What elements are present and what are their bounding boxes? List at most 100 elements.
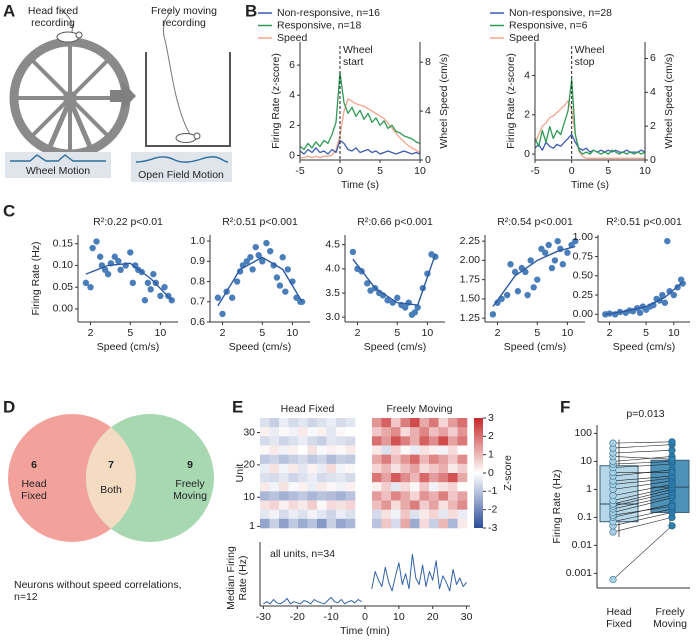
heatmap-cell [269, 418, 280, 428]
tick-label: -5 [295, 165, 304, 177]
heatmap-cell [429, 509, 439, 520]
heatmap-cell [410, 473, 420, 483]
series-line [299, 139, 421, 155]
tick-label: 5 [605, 165, 611, 177]
heatmap-cell [391, 518, 401, 529]
tick-label: 0 [425, 154, 431, 166]
heatmap-cell [336, 436, 346, 446]
tick-label: 0.50 [573, 270, 594, 282]
heatmap-cell [345, 518, 356, 529]
heatmap-cell [457, 445, 468, 455]
tick-label: 6 [650, 52, 656, 64]
heatmap-cell [317, 436, 327, 446]
tick-label: 0.001 [566, 567, 592, 579]
heatmap-cell [326, 491, 337, 501]
heatmap-cell [326, 418, 337, 428]
scatter-point [219, 310, 226, 318]
heatmap-cell [345, 454, 356, 465]
pair-line [612, 456, 673, 462]
heatmap-cell [429, 445, 439, 455]
heatmap-cell [372, 509, 382, 520]
heatmap-cell [457, 509, 468, 520]
heatmap-cell [410, 418, 420, 428]
tick-label: 2.00 [460, 254, 481, 266]
heatmap-cell [269, 436, 280, 446]
scatter-point [115, 257, 122, 265]
heatmap-cell [429, 427, 439, 437]
scatter-point [534, 276, 541, 283]
heatmap-cell [288, 445, 299, 455]
heatmap-cell [400, 436, 411, 446]
scatter-point [559, 261, 567, 268]
heatmap-cell [400, 482, 411, 492]
scatter-point [414, 304, 421, 311]
caption: Wheel Motion [26, 165, 90, 177]
heatmap-cell [298, 454, 308, 465]
scatter-point [144, 279, 152, 287]
heatmap-cell [429, 500, 439, 510]
heatmap-cell [410, 482, 420, 492]
pair-line [612, 495, 673, 510]
tick-label: 0.00 [573, 308, 594, 320]
annotation: Wheel start [343, 44, 373, 68]
scatter-point [545, 241, 552, 249]
heatmap-cell [298, 491, 308, 501]
illustration-title: Head fixed recording [27, 5, 79, 29]
scatter-point [111, 253, 118, 260]
tick-label: 20 [243, 459, 255, 471]
heatmap-cell [345, 509, 356, 520]
scatter-point [89, 244, 96, 252]
heatmap-cell [419, 482, 430, 492]
scatter-point [273, 274, 281, 281]
heatmap-cell [400, 509, 411, 520]
heatmap-cell [260, 473, 270, 483]
tick-label: 2 [607, 327, 613, 339]
tick-label: 0 [488, 467, 494, 479]
scatter-point [554, 237, 561, 245]
heatmap-cell [438, 509, 449, 520]
x-axis-label: Speed (cm/s) [364, 341, 426, 353]
heatmap-cell [419, 473, 430, 483]
heatmap-cell [391, 436, 401, 446]
tick-label: 6 [289, 59, 295, 71]
heatmap-cell [288, 436, 299, 446]
tick-label: 10 [562, 327, 574, 339]
scatter-point [551, 257, 559, 264]
heatmap-cell [381, 427, 392, 437]
heatmap-cell [269, 473, 280, 483]
series-line [299, 71, 421, 151]
scatter-point [411, 309, 419, 316]
scatter-point [548, 264, 556, 272]
venn [8, 414, 214, 542]
heatmap-cell [391, 418, 401, 428]
heatmap-cell [438, 463, 449, 474]
scatter-point [117, 266, 124, 273]
heatmap-cell [345, 500, 356, 510]
scatter-point [664, 237, 671, 245]
pair-line [612, 508, 673, 523]
legend-label: Responsive, n=18 [277, 19, 362, 31]
pair-line [612, 505, 673, 516]
heatmap-cell [448, 473, 458, 483]
tick-label: 4.5 [325, 238, 340, 250]
heatmap-cell [288, 418, 299, 428]
heatmap-cell [448, 500, 458, 510]
tick-label: 0.1 [577, 511, 592, 523]
legend-label: Non-responsive, n=16 [277, 7, 380, 19]
heatmap-cell [372, 427, 382, 437]
heatmap-title: Head Fixed [281, 403, 335, 415]
tick-label: 5 [534, 327, 540, 339]
series-line [534, 133, 646, 153]
heatmap-cell [400, 454, 411, 465]
pair-line [612, 444, 673, 449]
heatmap-cell [317, 482, 327, 492]
venn-count: 6 [31, 459, 37, 471]
tick-label: 2 [650, 120, 656, 132]
pair-line [612, 486, 673, 501]
heatmap-cell [438, 427, 449, 437]
pair-line [612, 480, 673, 490]
heatmap-cell [419, 427, 430, 437]
tick-label: 10 [668, 327, 680, 339]
scatter-point [670, 291, 677, 299]
heatmap-cell [410, 500, 420, 510]
